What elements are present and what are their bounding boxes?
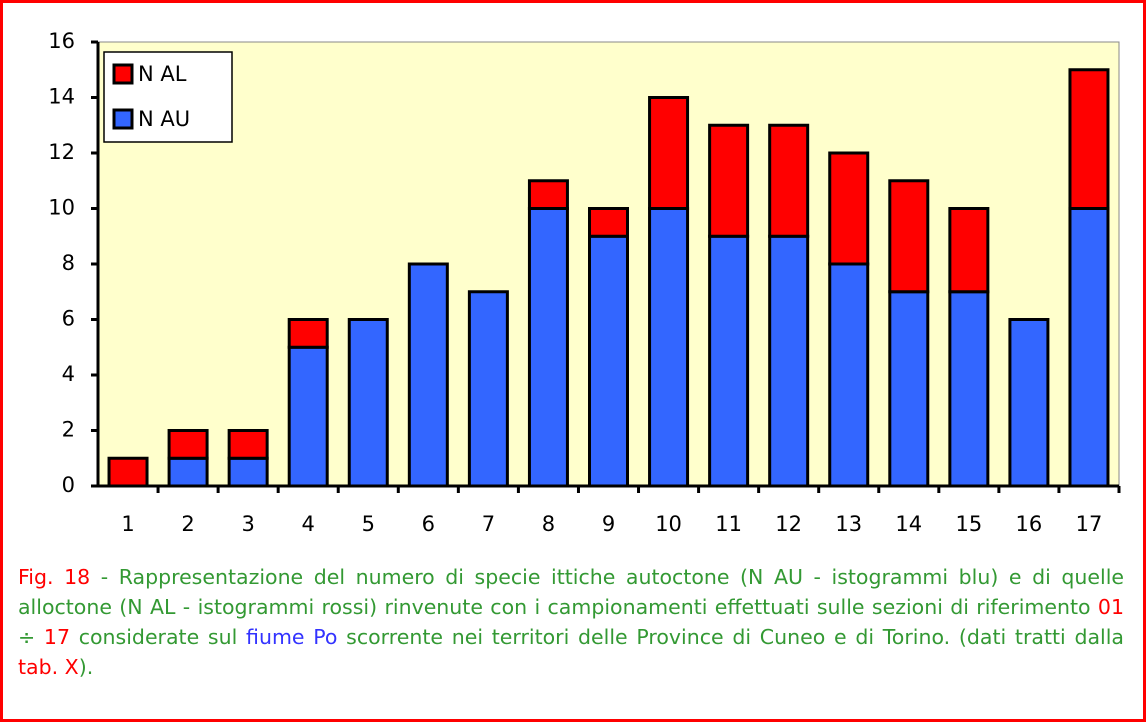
bar-segment: [527, 179, 569, 210]
y-tick-label: 2: [62, 418, 75, 442]
x-tick-label: 14: [895, 512, 922, 536]
bar-segment: [287, 318, 329, 349]
caption-text: ).: [78, 655, 94, 679]
bar-segment: [708, 234, 750, 488]
x-tick-label: 9: [602, 512, 615, 536]
x-tick-label: 4: [302, 512, 315, 536]
y-tick-label: 8: [62, 251, 75, 275]
y-tick-label: 14: [48, 85, 75, 109]
bar-segment: [648, 96, 690, 210]
y-tick-label: 0: [62, 473, 75, 497]
y-tick-label: 12: [48, 140, 75, 164]
caption-text: ÷: [18, 595, 1131, 649]
x-tick-label: 7: [482, 512, 495, 536]
x-tick-label: 1: [121, 512, 134, 536]
bar-segment: [588, 234, 629, 488]
bar-segment: [287, 345, 329, 488]
x-tick-label: 8: [542, 512, 555, 536]
x-tick-label: 13: [835, 512, 862, 536]
bar-segment: [708, 123, 750, 238]
bar-segment: [588, 207, 629, 238]
x-tick-label: 6: [422, 512, 435, 536]
legend-swatch: [112, 63, 134, 85]
bar-segment: [948, 207, 990, 294]
x-tick-label: 17: [1076, 512, 1103, 536]
caption-text: 01: [1097, 595, 1124, 619]
x-tick-label: 11: [715, 512, 742, 536]
x-tick-label: 16: [1016, 512, 1043, 536]
bar-segment: [407, 262, 449, 488]
x-tick-label: 3: [241, 512, 254, 536]
bar-segment: [167, 429, 209, 460]
x-tick-label: 12: [775, 512, 802, 536]
bar-segment: [467, 290, 509, 488]
bar-segment: [648, 207, 690, 488]
x-tick-label: 5: [362, 512, 375, 536]
caption: Fig. 18 - Rappresentazione del numero di…: [18, 562, 1124, 682]
y-tick-label: 10: [48, 196, 75, 220]
caption-text: Fig. 18: [18, 565, 91, 589]
bar-segment: [948, 290, 990, 488]
bar-segment: [888, 179, 930, 294]
x-tick-label: 2: [181, 512, 194, 536]
x-tick-label: 15: [955, 512, 982, 536]
legend-swatch: [112, 108, 134, 130]
bar-segment: [768, 234, 810, 488]
caption-text: 17: [43, 625, 71, 649]
bar-segment: [227, 456, 269, 488]
bar-segment: [107, 456, 149, 488]
bar-segment: [1068, 207, 1110, 488]
caption-text: - Rappresentazione del numero di specie …: [18, 565, 1131, 619]
bar-segment: [347, 318, 389, 488]
bar-segment: [1068, 68, 1110, 210]
bar-segment: [1008, 318, 1050, 488]
x-tick-label: 10: [655, 512, 682, 536]
bar-segment: [527, 207, 569, 488]
bar-segment: [828, 262, 870, 488]
bar-segment: [828, 151, 870, 266]
caption-text: fiume Po: [246, 625, 338, 649]
legend-label: N AL: [138, 62, 187, 86]
bar-segment: [227, 429, 269, 460]
y-tick-label: 16: [48, 29, 75, 53]
bar-segment: [768, 123, 810, 238]
caption-text: tab. X: [18, 655, 79, 679]
caption-text: considerate sul: [70, 625, 247, 649]
bar-segment: [167, 456, 209, 488]
caption-text: scorrente nei territori delle Province d…: [337, 625, 1131, 649]
y-tick-label: 4: [62, 362, 75, 386]
legend-label: N AU: [138, 107, 190, 131]
y-tick-label: 6: [62, 307, 75, 331]
bar-segment: [888, 290, 930, 488]
